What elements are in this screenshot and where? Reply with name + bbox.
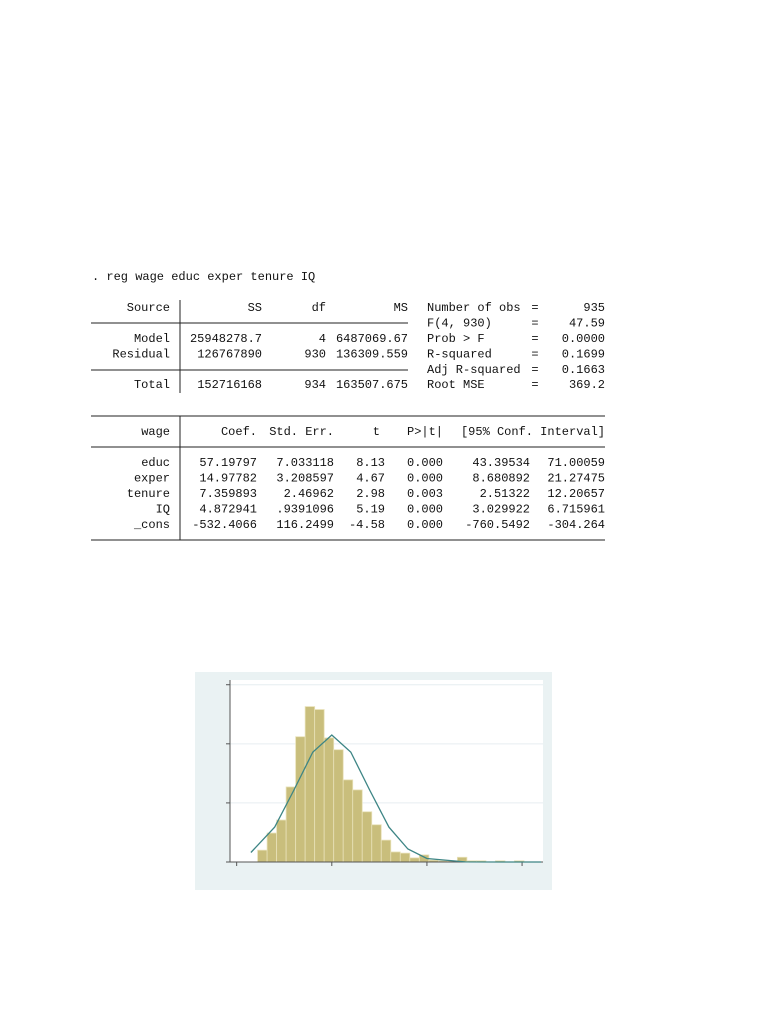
cell: 152716168 xyxy=(197,378,262,392)
cell: 930 xyxy=(304,348,326,362)
cell: 12.20657 xyxy=(547,487,605,501)
cell: 7.033118 xyxy=(276,456,334,470)
cell: Coef. xyxy=(221,425,257,439)
cell: 14.97782 xyxy=(199,472,257,486)
cell: P>|t| xyxy=(407,425,443,439)
bar xyxy=(276,819,287,863)
cell: educ xyxy=(141,456,170,470)
cell: 0.003 xyxy=(407,487,443,501)
cell: 4 xyxy=(319,332,326,346)
bar xyxy=(361,811,373,863)
cell: 2.98 xyxy=(356,487,385,501)
bar xyxy=(285,786,297,863)
bar xyxy=(266,832,278,863)
cell: Root MSE xyxy=(427,378,485,392)
cell: 935 xyxy=(583,301,605,315)
cell: _cons xyxy=(133,518,170,532)
cell: R-squared xyxy=(427,347,492,361)
command: . reg wage educ exper tenure IQ xyxy=(92,270,315,284)
cell: [95% Conf. Interval] xyxy=(461,425,605,439)
cell: 0.000 xyxy=(407,472,443,486)
cell: = xyxy=(531,317,538,331)
density-curve xyxy=(250,734,542,863)
bar xyxy=(409,857,420,863)
cell: Residual xyxy=(112,348,170,362)
cell: = xyxy=(531,301,538,315)
cell: 3.208597 xyxy=(276,472,334,486)
cell: Prob > F xyxy=(427,332,485,346)
cell: 6487069.67 xyxy=(336,332,408,346)
cell: 0.1663 xyxy=(562,363,605,377)
cell: Source xyxy=(127,301,170,315)
cell: 3.029922 xyxy=(472,503,530,517)
cell: 116.2499 xyxy=(276,518,334,532)
cell: MS xyxy=(394,301,408,315)
cell: Number of obs xyxy=(427,301,521,315)
cell: 2.51322 xyxy=(480,487,530,501)
bar xyxy=(371,824,382,863)
cell: df xyxy=(312,301,326,315)
cell: .9391096 xyxy=(276,503,334,517)
cell: 47.59 xyxy=(569,317,605,331)
cell: Total xyxy=(134,378,170,392)
cell: -532.4066 xyxy=(192,518,257,532)
cell: 5.19 xyxy=(356,503,385,517)
cell: 4.67 xyxy=(356,472,385,486)
cell: t xyxy=(373,425,380,439)
cell: 0.000 xyxy=(407,518,443,532)
cell: 6.715961 xyxy=(547,503,605,517)
cell: 126767890 xyxy=(197,348,262,362)
cell: Model xyxy=(134,332,170,346)
cell: = xyxy=(531,378,538,392)
cell: 0.0000 xyxy=(562,332,605,346)
cell: = xyxy=(531,332,538,346)
bar xyxy=(323,737,335,863)
cell: 43.39534 xyxy=(472,456,530,470)
cell: Adj R-squared xyxy=(427,363,521,377)
bar xyxy=(380,839,392,863)
bar xyxy=(333,749,344,863)
cell: 57.19797 xyxy=(199,456,257,470)
cell: SS xyxy=(248,301,262,315)
cell: -760.5492 xyxy=(465,518,530,532)
cell: 4.872941 xyxy=(199,503,257,517)
cell: = xyxy=(531,363,538,377)
bar xyxy=(314,709,325,863)
cell: 8.680892 xyxy=(472,472,530,486)
cell: exper xyxy=(134,472,170,486)
cell: 7.359893 xyxy=(199,487,257,501)
cell: = xyxy=(531,347,538,361)
cell: 0.000 xyxy=(407,503,443,517)
bar xyxy=(257,849,268,863)
bar xyxy=(399,852,411,863)
cell: tenure xyxy=(127,487,170,501)
cell: F(4, 930) xyxy=(427,317,492,331)
cell: 2.46962 xyxy=(284,487,334,501)
cell: 0.000 xyxy=(407,456,443,470)
cell: IQ xyxy=(156,503,170,517)
cell: 934 xyxy=(304,378,326,392)
bar xyxy=(390,851,401,863)
bar xyxy=(295,736,306,863)
cell: 0.1699 xyxy=(562,347,605,361)
cell: Std. Err. xyxy=(269,425,334,439)
cell: 25948278.7 xyxy=(190,332,262,346)
cell: 71.00059 xyxy=(547,456,605,470)
cell: wage xyxy=(141,425,170,439)
cell: -4.58 xyxy=(349,518,385,532)
bar xyxy=(304,706,316,863)
cell: 163507.675 xyxy=(336,378,408,392)
cell: 21.27475 xyxy=(547,472,605,486)
cell: 8.13 xyxy=(356,456,385,470)
bar xyxy=(342,779,354,863)
cell: 136309.559 xyxy=(336,348,408,362)
cell: -304.264 xyxy=(547,518,605,532)
bar xyxy=(352,789,363,863)
cell: 369.2 xyxy=(569,378,605,392)
